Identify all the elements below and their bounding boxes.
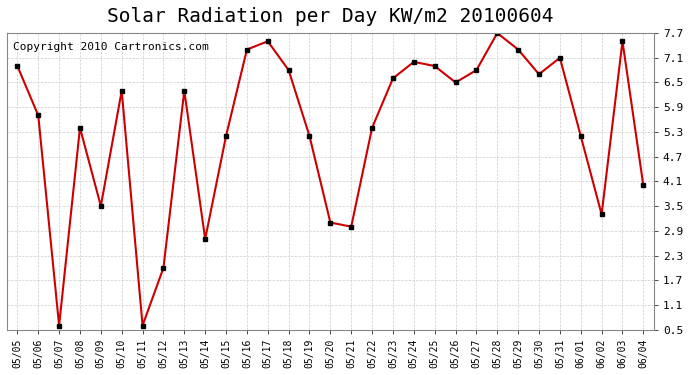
Title: Solar Radiation per Day KW/m2 20100604: Solar Radiation per Day KW/m2 20100604 bbox=[107, 7, 553, 26]
Text: Copyright 2010 Cartronics.com: Copyright 2010 Cartronics.com bbox=[13, 42, 209, 52]
